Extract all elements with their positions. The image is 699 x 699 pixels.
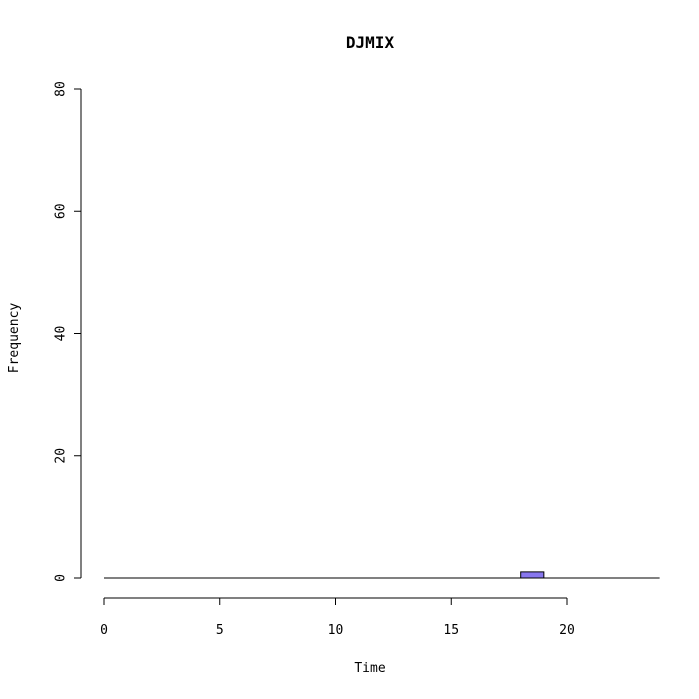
y-tick-label: 80 [54, 81, 69, 97]
x-tick-label: 10 [328, 623, 344, 638]
y-axis: 0 20 40 60 80 [54, 81, 82, 582]
y-tick-label: 0 [54, 574, 69, 582]
y-tick-label: 40 [54, 326, 69, 342]
x-tick-label: 5 [216, 623, 224, 638]
plot-area [104, 571, 660, 579]
y-tick-label: 20 [54, 448, 69, 464]
x-tick-label: 15 [443, 623, 459, 638]
x-tick-label: 0 [100, 623, 108, 638]
histogram-bar [520, 571, 545, 579]
y-tick-label: 60 [54, 203, 69, 219]
y-axis-label: Frequency [7, 303, 22, 374]
chart-title: DJMIX [346, 33, 395, 52]
x-tick-label: 20 [559, 623, 575, 638]
x-axis: 0 5 10 15 20 [100, 597, 575, 638]
x-axis-label: Time [354, 661, 385, 676]
